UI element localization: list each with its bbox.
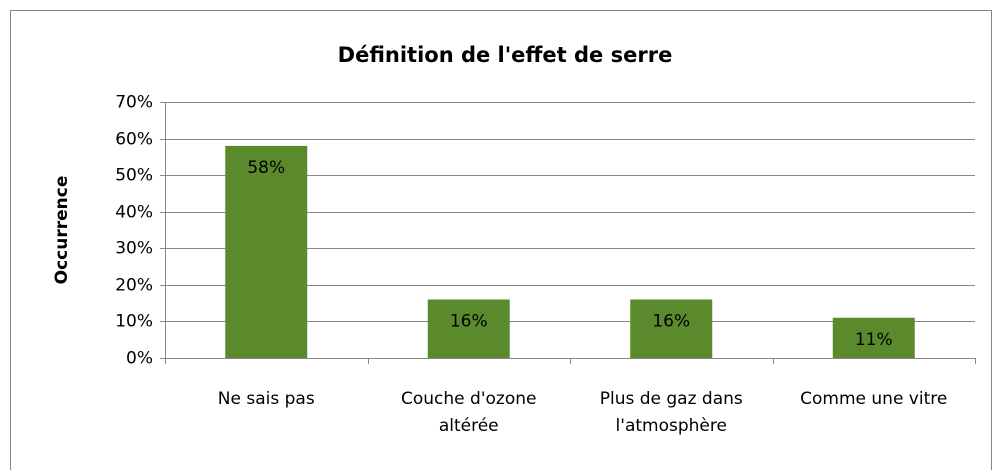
x-tick-label-box: Comme une vitre: [800, 389, 948, 409]
y-tick-label: 20%: [115, 276, 153, 296]
x-tick-label-box: Ne sais pas: [217, 389, 315, 409]
y-tick-label: 60%: [115, 130, 153, 150]
bar: [832, 317, 915, 358]
bar: [427, 299, 510, 358]
data-label: 58%: [247, 158, 285, 178]
y-tick-label: 50%: [115, 166, 153, 186]
x-tick-label: Couche d'ozone altérée: [401, 389, 537, 436]
y-tick-label: 10%: [115, 312, 153, 332]
y-tick-label: 0%: [126, 349, 153, 369]
data-label: 16%: [652, 311, 690, 331]
data-label: 16%: [450, 311, 488, 331]
x-tick-label: Comme une vitre: [800, 389, 948, 409]
bar: [225, 145, 308, 358]
x-tick-label-box: Plus de gaz dans l'atmosphère: [599, 389, 743, 436]
x-tick-label: Ne sais pas: [217, 389, 315, 409]
y-axis-label: Occurrence: [52, 176, 72, 285]
chart-title: Définition de l'effet de serre: [338, 43, 673, 67]
y-tick-label: 40%: [115, 203, 153, 223]
x-tick-label-box: Couche d'ozone altérée: [401, 389, 537, 436]
bar: [630, 299, 713, 358]
data-label: 11%: [855, 330, 893, 350]
y-tick-label: 30%: [115, 239, 153, 259]
y-tick-label: 70%: [115, 93, 153, 113]
x-tick-label: Plus de gaz dans l'atmosphère: [599, 389, 743, 436]
chart-border: [10, 10, 992, 470]
